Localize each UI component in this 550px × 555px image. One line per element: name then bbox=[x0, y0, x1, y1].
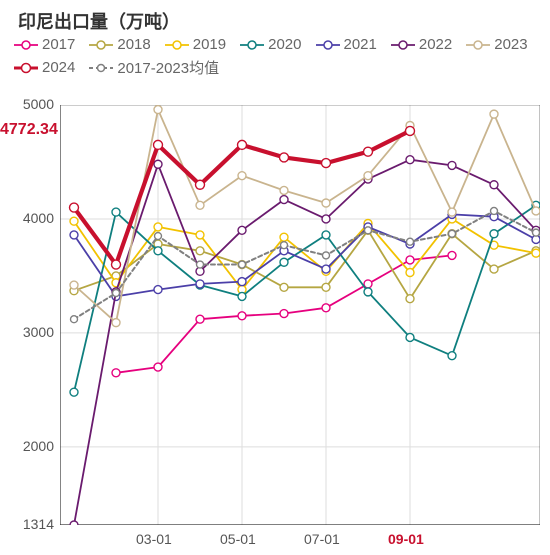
legend-swatch-icon bbox=[14, 38, 38, 52]
y-tick-label: 1314 bbox=[23, 516, 54, 532]
legend-item-2021[interactable]: 2021 bbox=[316, 36, 377, 53]
legend-swatch-icon bbox=[316, 38, 340, 52]
y-tick-label: 5000 bbox=[23, 96, 54, 112]
legend-swatch-icon bbox=[14, 61, 38, 75]
plot-area bbox=[60, 105, 540, 525]
legend: 2017 2018 2019 2020 2021 2022 2023 2024 2017-202… bbox=[14, 36, 540, 78]
legend-label: 2022 bbox=[419, 36, 452, 53]
y-annotation: 4772.34 bbox=[0, 121, 58, 139]
y-tick-label: 3000 bbox=[23, 324, 54, 340]
chart-container: 印尼出口量（万吨） 201720182019202020212022202320… bbox=[0, 0, 550, 555]
legend-item-2018[interactable]: 2018 bbox=[89, 36, 150, 53]
y-tick-label: 4000 bbox=[23, 210, 54, 226]
legend-label: 2018 bbox=[117, 36, 150, 53]
x-tick-label: 03-01 bbox=[136, 531, 172, 547]
legend-item-2022[interactable]: 2022 bbox=[391, 36, 452, 53]
y-tick-label: 2000 bbox=[23, 438, 54, 454]
legend-swatch-icon bbox=[89, 38, 113, 52]
legend-label: 2019 bbox=[193, 36, 226, 53]
legend-item-2017-2023均值[interactable]: 2017-2023均值 bbox=[89, 57, 219, 78]
legend-item-2024[interactable]: 2024 bbox=[14, 57, 75, 78]
legend-swatch-icon bbox=[240, 38, 264, 52]
legend-swatch-icon bbox=[466, 38, 490, 52]
x-tick-label: 05-01 bbox=[220, 531, 256, 547]
legend-swatch-icon bbox=[89, 61, 113, 75]
legend-item-2023[interactable]: 2023 bbox=[466, 36, 527, 53]
legend-item-2017[interactable]: 2017 bbox=[14, 36, 75, 53]
x-tick-label: 09-01 bbox=[388, 531, 424, 547]
legend-label: 2024 bbox=[42, 59, 75, 76]
legend-item-2019[interactable]: 2019 bbox=[165, 36, 226, 53]
legend-label: 2017 bbox=[42, 36, 75, 53]
legend-swatch-icon bbox=[391, 38, 415, 52]
series-2020 bbox=[74, 205, 536, 392]
legend-label: 2021 bbox=[344, 36, 377, 53]
legend-swatch-icon bbox=[165, 38, 189, 52]
series-2018 bbox=[74, 230, 536, 298]
legend-label: 2017-2023均值 bbox=[117, 57, 219, 78]
legend-label: 2020 bbox=[268, 36, 301, 53]
chart-title: 印尼出口量（万吨） bbox=[18, 8, 180, 34]
legend-item-2020[interactable]: 2020 bbox=[240, 36, 301, 53]
legend-label: 2023 bbox=[494, 36, 527, 53]
x-tick-label: 07-01 bbox=[304, 531, 340, 547]
